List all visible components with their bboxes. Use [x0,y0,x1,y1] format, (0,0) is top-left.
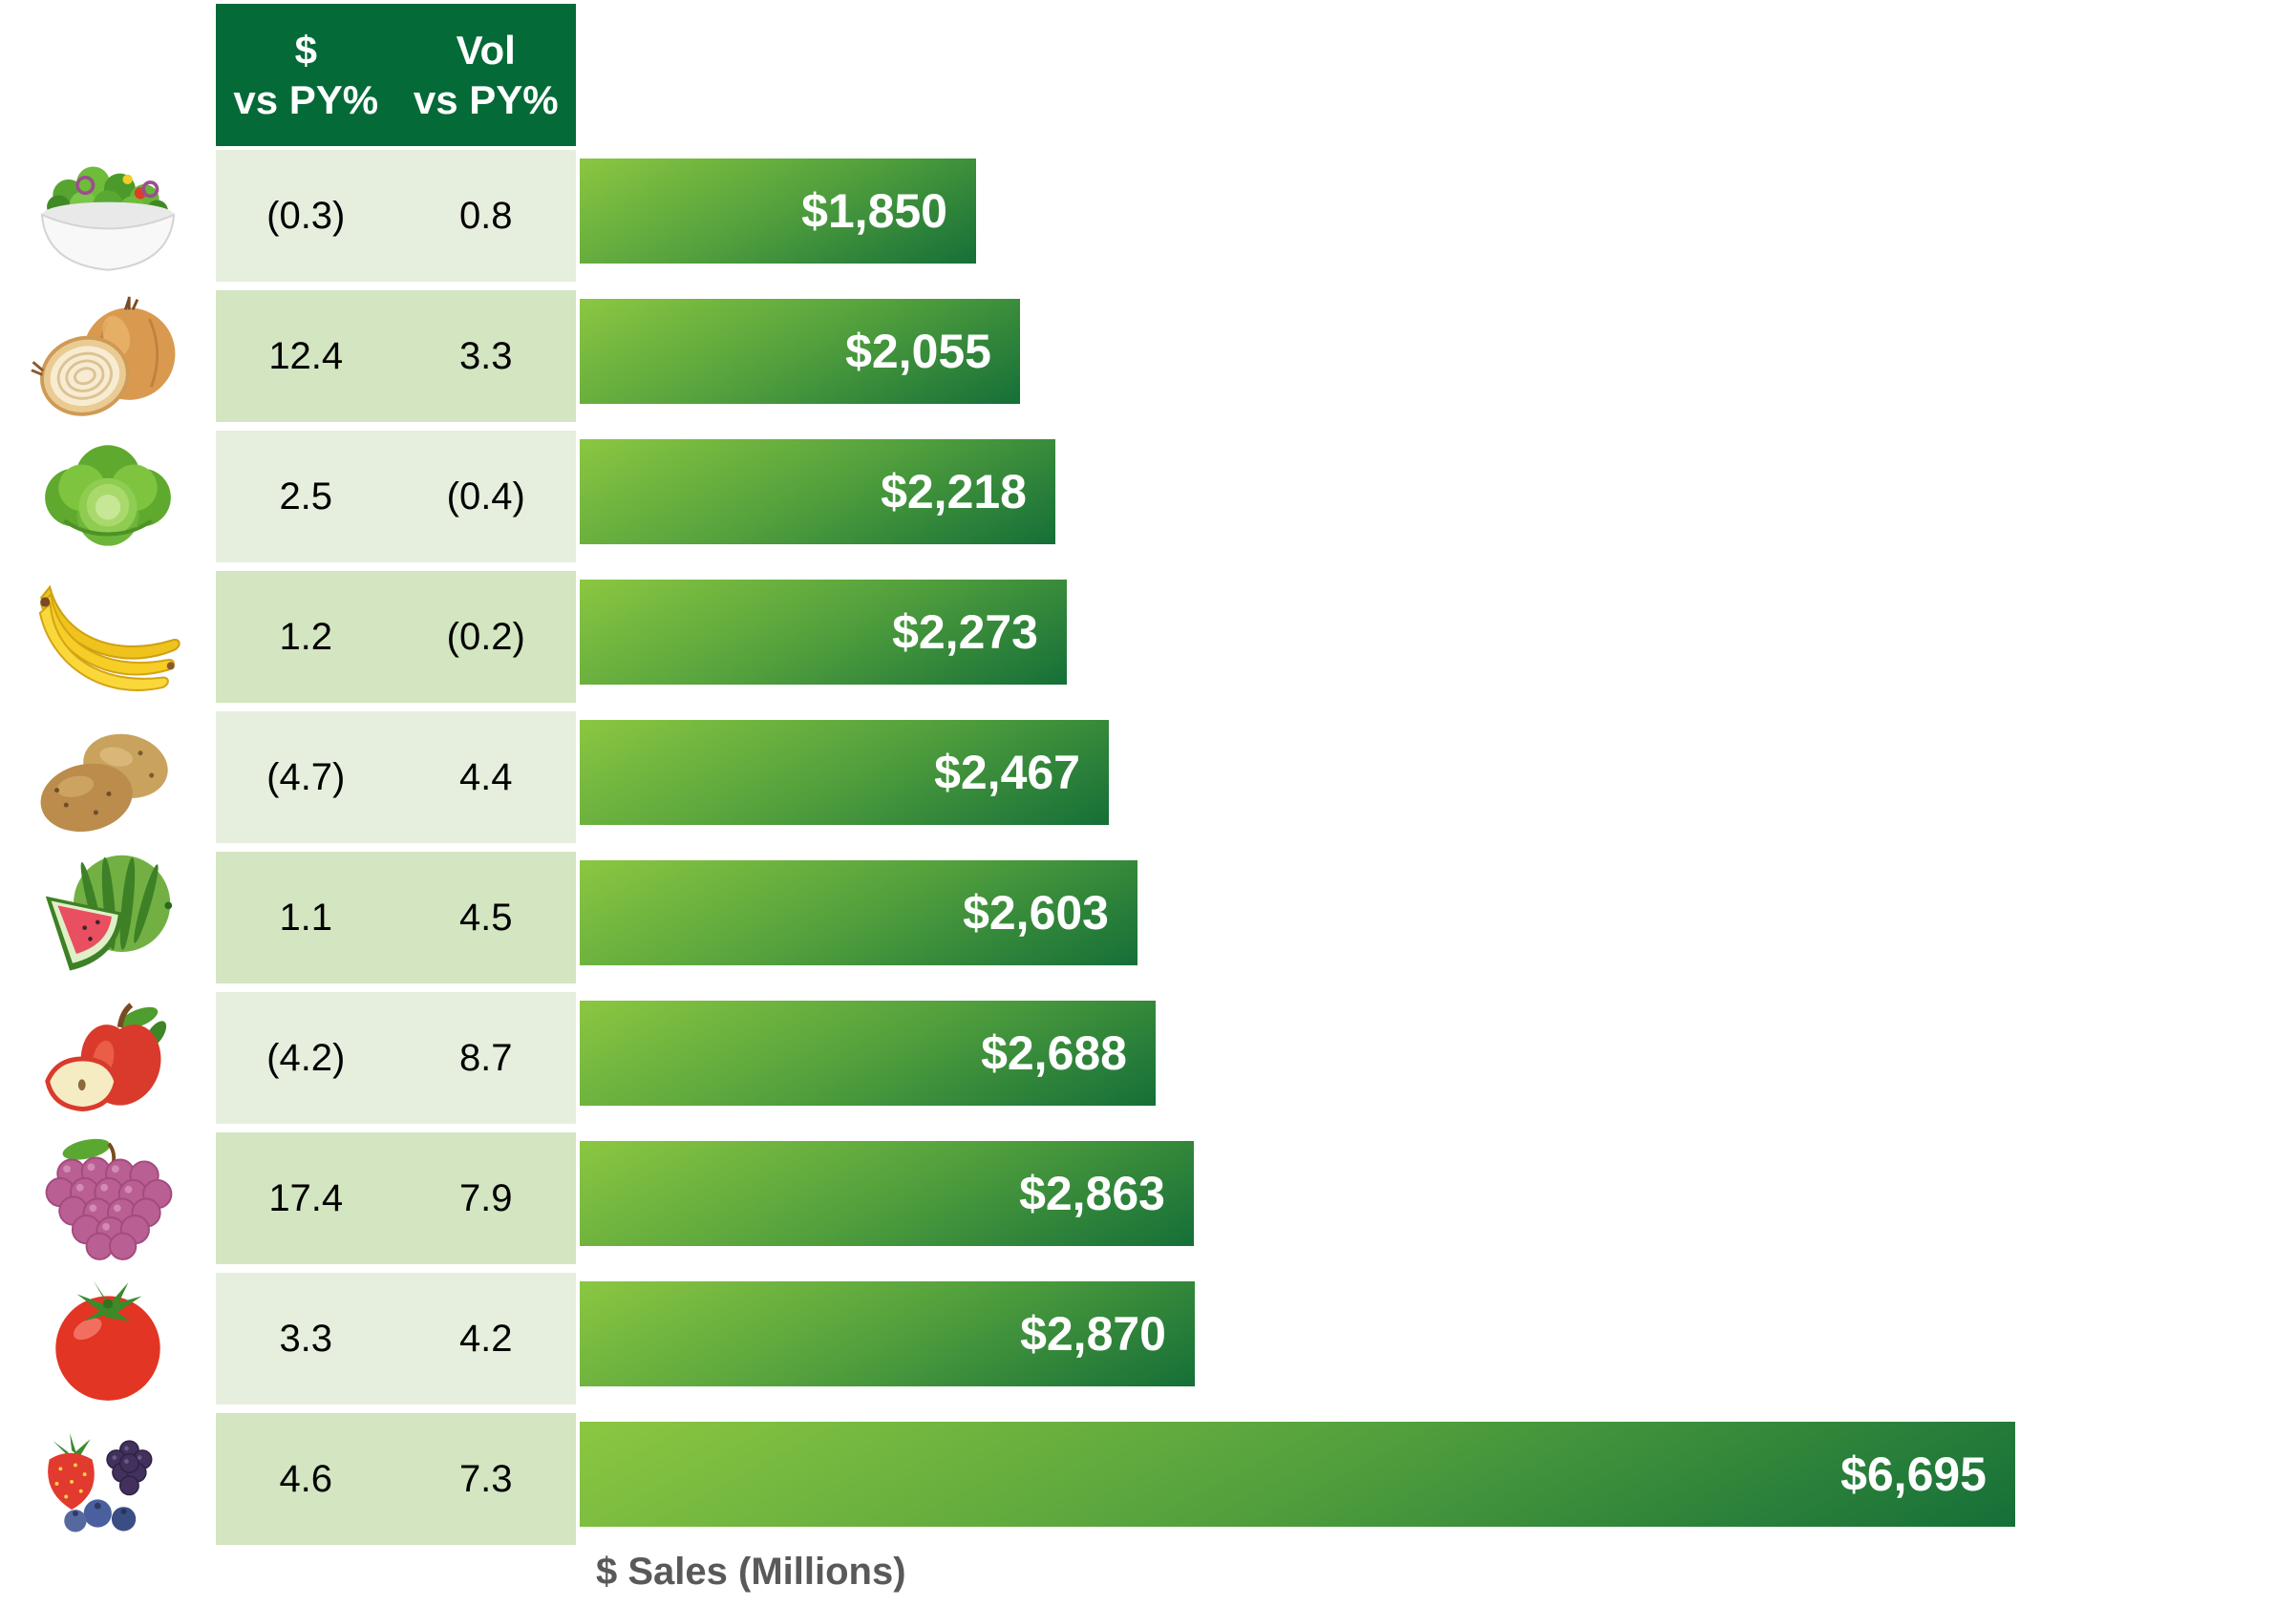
berries-icon [48,1433,153,1532]
potatoes-icon [40,733,168,833]
sales-bar: $2,863 [580,1141,1194,1246]
dollar-vs-py-value: 3.3 [279,1317,333,1360]
dollar-vs-py-value: 17.4 [268,1176,344,1219]
sales-bar: $2,603 [580,860,1137,965]
produce-icon-cell [4,283,212,430]
table-row: 12.4 3.3 $2,055 [0,290,2296,422]
produce-icon-cell [4,704,212,851]
table-row: 1.2 (0.2) $2,273 [0,571,2296,703]
metrics-row-background: 12.4 3.3 [216,290,576,422]
sales-value-label: $6,695 [1840,1448,1987,1501]
vol-vs-py-value: 4.2 [458,1317,513,1360]
sales-bar: $1,850 [580,158,976,264]
col-header-vol-line2: vs PY% [413,76,559,122]
sales-bar: $2,870 [580,1281,1195,1386]
dollar-vs-py-value: 1.2 [279,615,333,658]
col-header-vol-vs-py: Vol vs PY% [396,4,577,146]
sales-bar: $2,055 [580,299,1020,404]
produce-icon-cell [4,563,212,710]
table-row: (0.3) 0.8 $1,850 [0,150,2296,282]
table-row: (4.7) 4.4 $2,467 [0,711,2296,843]
col-header-dollar-line1: $ [294,28,317,74]
table-row: (4.2) 8.7 $2,688 [0,992,2296,1124]
vol-vs-py-value: 8.7 [458,1036,513,1079]
table-row: 17.4 7.9 $2,863 [0,1132,2296,1264]
produce-icon-cell [4,1265,212,1412]
dollar-vs-py-value: 2.5 [279,475,333,518]
onion-icon [31,296,176,416]
metrics-row-background: (4.2) 8.7 [216,992,576,1124]
table-header: $ vs PY% Vol vs PY% [216,4,576,146]
x-axis-title: $ Sales (Millions) [596,1551,906,1593]
vol-vs-py-value: (0.2) [446,615,525,658]
col-header-dollar-vs-py: $ vs PY% [216,4,396,146]
watermelon-icon [45,855,173,971]
metrics-row-background: 2.5 (0.4) [216,431,576,562]
metrics-row-background: 4.6 7.3 [216,1413,576,1545]
produce-icon-cell [4,844,212,991]
col-header-dollar-line2: vs PY% [233,76,379,122]
lettuce-icon [45,445,171,546]
metrics-row-background: 1.2 (0.2) [216,571,576,703]
dollar-vs-py-value: (4.2) [266,1036,346,1079]
dollar-vs-py-value: 4.6 [279,1457,333,1500]
table-row: 2.5 (0.4) $2,218 [0,431,2296,562]
vol-vs-py-value: 7.3 [458,1457,513,1500]
produce-icon-cell [4,1125,212,1272]
vol-vs-py-value: 7.9 [458,1176,513,1219]
sales-value-label: $2,863 [1019,1167,1165,1220]
dollar-vs-py-value: 1.1 [279,896,333,939]
sales-value-label: $2,603 [963,886,1109,940]
dollar-vs-py-value: (0.3) [266,194,346,237]
dollar-vs-py-value: 12.4 [268,334,344,377]
apple-icon [45,1003,167,1111]
vol-vs-py-value: 0.8 [458,194,513,237]
sales-value-label: $2,055 [845,325,991,378]
vol-vs-py-value: (0.4) [446,475,525,518]
sales-bar: $2,467 [580,720,1109,825]
vol-vs-py-value: 4.5 [458,896,513,939]
produce-icon-cell [4,423,212,570]
sales-value-label: $2,218 [881,465,1027,518]
produce-icon-cell [4,142,212,289]
sales-bar: $2,218 [580,439,1055,544]
sales-value-label: $1,850 [801,184,947,238]
table-row: 3.3 4.2 $2,870 [0,1273,2296,1405]
sales-bar: $2,273 [580,580,1067,685]
metrics-row-background: 17.4 7.9 [216,1132,576,1264]
dollar-vs-py-value: (4.7) [266,755,346,798]
grapes-icon [45,1138,173,1260]
tomato-icon [55,1280,160,1401]
sales-bar: $2,688 [580,1001,1156,1106]
sales-value-label: $2,870 [1020,1307,1166,1361]
produce-icon-cell [4,984,212,1131]
metrics-row-background: (4.7) 4.4 [216,711,576,843]
metrics-row-background: 3.3 4.2 [216,1273,576,1405]
col-header-vol-line1: Vol [456,28,516,74]
vol-vs-py-value: 3.3 [458,334,513,377]
vol-vs-py-value: 4.4 [458,755,513,798]
metrics-row-background: (0.3) 0.8 [216,150,576,282]
salad-icon [40,166,176,271]
bananas-icon [38,584,181,691]
produce-icon-cell [4,1405,212,1553]
sales-value-label: $2,688 [981,1026,1127,1080]
table-row: 1.1 4.5 $2,603 [0,852,2296,983]
table-row: 4.6 7.3 $6,695 [0,1413,2296,1545]
metrics-row-background: 1.1 4.5 [216,852,576,983]
sales-value-label: $2,467 [934,746,1080,799]
sales-bar: $6,695 [580,1422,2015,1527]
sales-value-label: $2,273 [892,605,1038,659]
